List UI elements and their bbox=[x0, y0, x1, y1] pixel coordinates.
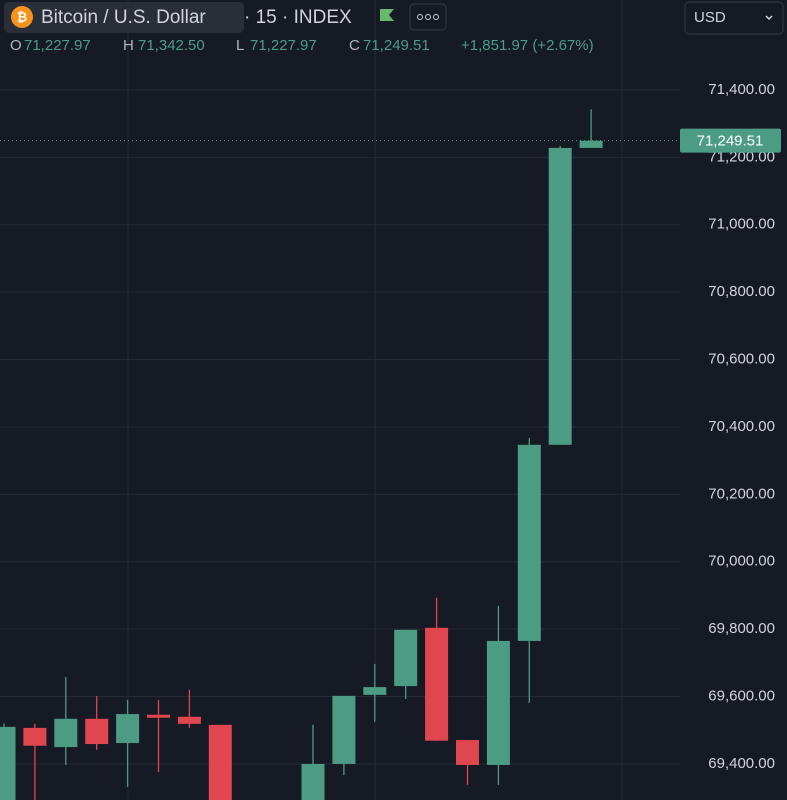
currency: USD bbox=[694, 9, 726, 26]
grid bbox=[0, 0, 680, 800]
ohlc-value: 71,342.50 bbox=[138, 37, 205, 54]
candle-body bbox=[208, 724, 232, 800]
axis-background bbox=[680, 38, 787, 800]
y-tick-label: 69,400.00 bbox=[708, 755, 775, 772]
symbol-pill[interactable] bbox=[4, 2, 244, 33]
candles bbox=[0, 109, 603, 800]
candle-body bbox=[147, 714, 170, 718]
candle-body bbox=[301, 763, 325, 800]
candle-body bbox=[456, 740, 479, 765]
candle-body bbox=[548, 147, 572, 445]
last-price-label: 71,249.51 bbox=[697, 133, 764, 150]
ohlc-key: O bbox=[10, 37, 22, 54]
y-tick-label: 70,200.00 bbox=[708, 485, 775, 502]
candle-body bbox=[332, 695, 356, 764]
candle-body bbox=[425, 627, 449, 741]
ohlc-key: C bbox=[349, 37, 360, 54]
ohlc-key: L bbox=[236, 37, 244, 54]
candle-body bbox=[23, 727, 47, 746]
y-tick-label: 71,400.00 bbox=[708, 81, 775, 98]
ohlc-key: H bbox=[123, 37, 134, 54]
y-tick-label: 70,000.00 bbox=[708, 553, 775, 570]
ohlc-change: +1,851.97 (+2.67%) bbox=[461, 37, 594, 54]
chevron bbox=[765, 15, 773, 21]
more-button[interactable] bbox=[409, 3, 447, 31]
last-price-badge bbox=[680, 128, 781, 153]
candle-body bbox=[394, 629, 418, 687]
y-tick-label: 70,800.00 bbox=[708, 283, 775, 300]
interval: · 15 · INDEX bbox=[244, 7, 352, 28]
candle-body bbox=[579, 140, 603, 148]
market-flag bbox=[380, 9, 394, 21]
bitcoin-icon bbox=[11, 6, 33, 28]
y-tick-label: 69,800.00 bbox=[708, 620, 775, 637]
ohlc-value: 71,227.97 bbox=[250, 37, 317, 54]
price-axis: 69,400.00 69,600.00 69,800.00 70,000.00 70,2… bbox=[680, 38, 787, 800]
ohlc-legend: O 71,227.97 H 71,342.50 L 71,227.97 C 71,249.51… bbox=[10, 37, 594, 54]
candle-body bbox=[177, 716, 201, 724]
y-tick-label: 70,400.00 bbox=[708, 418, 775, 435]
symbol: Bitcoin / U.S. Dollar bbox=[41, 7, 206, 28]
y-tick-label: 71,000.00 bbox=[708, 216, 775, 233]
dot bbox=[433, 14, 439, 20]
header: ₿ Bitcoin / U.S. Dollar · 15 · INDEX USD bbox=[4, 1, 784, 35]
candle-body bbox=[486, 640, 510, 765]
candle-body bbox=[116, 714, 140, 744]
candle-body bbox=[517, 444, 541, 641]
dot bbox=[425, 14, 431, 20]
y-tick-label: 69,600.00 bbox=[708, 688, 775, 705]
dot bbox=[417, 14, 423, 20]
ohlc-value: 71,227.97 bbox=[24, 37, 91, 54]
y-tick-label: 70,600.00 bbox=[708, 351, 775, 368]
candle-body bbox=[363, 687, 387, 695]
bitcoin-icon-glyph: ₿ bbox=[17, 9, 28, 24]
candle-body bbox=[54, 718, 78, 748]
candle-body bbox=[85, 718, 109, 745]
currency-select[interactable] bbox=[684, 1, 784, 35]
candle-body bbox=[0, 726, 16, 800]
ohlc-value: 71,249.51 bbox=[363, 37, 430, 54]
